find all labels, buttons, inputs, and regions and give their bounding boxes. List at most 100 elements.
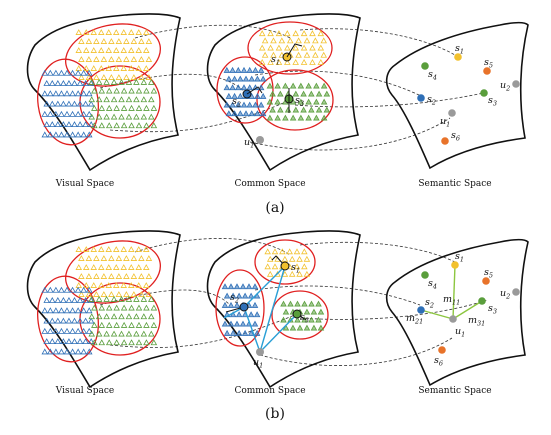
distance-lines [223,265,298,353]
m11-label: m11 [443,294,460,307]
sample-triangle [43,297,51,303]
sample-triangle [98,104,106,111]
sample-triangle [147,330,155,337]
sample-triangle [75,29,83,35]
sample-triangle [85,273,93,279]
sample-triangle [135,122,143,129]
sample-triangle [150,122,158,129]
sample-triangle [105,282,113,288]
sample-triangle [43,121,51,128]
sample-triangle [128,321,135,328]
sample-triangle [110,330,118,337]
sample-triangle [293,263,301,270]
sample-triangle [76,338,84,345]
sample-triangle [143,122,150,129]
sample-triangle [88,330,96,337]
sample-triangle [128,87,135,94]
sample-triangle [108,74,115,80]
sample-triangle [135,304,143,311]
sample-triangle [128,304,135,311]
visual-space-caption: Visual Space [55,179,114,189]
sample-triangle [52,110,60,117]
s4-point [421,271,429,279]
sample-triangle [58,348,65,355]
sample-triangle [323,106,331,113]
sample-triangle [47,307,54,314]
sample-triangle [240,101,248,108]
sample-triangle [82,297,89,303]
sample-triangle [71,80,78,86]
sample-triangle [65,317,73,324]
sample-triangle [41,327,49,334]
u1-point [256,348,264,356]
sample-triangle [142,282,150,288]
sample-triangle [294,316,301,323]
sample-triangle [58,69,65,76]
sample-triangle [120,47,128,53]
sample-triangle [280,316,287,323]
sample-triangle [85,56,93,62]
sample-triangle [270,51,277,58]
sample-triangle [289,114,297,121]
sample-triangle [284,44,291,51]
sample-triangle [100,38,108,44]
sample-triangle [120,65,128,71]
sample-triangle [235,84,242,91]
sample-triangle [47,110,54,117]
s4-label: s4 [428,69,437,82]
sample-triangle [253,311,261,318]
u2-point [512,288,520,296]
sample-triangle [100,255,108,261]
sample-triangle [118,313,125,320]
sample-triangle [300,106,307,113]
sample-triangle [289,324,297,331]
projection-lines [420,264,483,320]
s3-point [480,89,488,97]
m31-label: m31 [468,315,485,328]
sample-triangle [93,38,100,44]
sample-triangle [95,113,103,120]
sample-triangle [127,264,135,270]
sample-triangle [135,264,143,270]
sample-triangle [91,104,98,111]
sample-triangle [52,327,60,334]
sample-triangle [303,51,311,58]
sample-triangle [320,98,328,105]
s1-label: s1 [455,251,464,264]
sample-triangle [85,255,93,261]
sample-triangle [227,283,235,290]
sample-triangle [253,329,261,336]
sample-triangle [267,58,274,65]
sample-triangle [71,121,78,128]
sample-triangle [41,110,49,117]
correspondence-curves-b [99,238,489,366]
sample-triangle [63,348,71,355]
manifold-surface [206,13,361,172]
sample-triangle [112,282,120,288]
s1-label: s1 [291,262,300,275]
sample-triangle [63,286,71,293]
u1-label: u1 [253,357,263,370]
sample-triangle [115,74,123,80]
sample-triangle [281,255,289,262]
sample-triangle [274,114,281,121]
u1-label: u1 [455,326,465,339]
sample-triangle [78,255,85,261]
sample-triangle [305,82,312,89]
sample-triangle [74,286,82,293]
sample-triangle [133,330,140,337]
sample-triangle [105,65,113,71]
sample-triangle [147,313,155,320]
sample-triangle [308,106,315,113]
sample-triangle [297,98,305,105]
sample-triangle [85,38,93,44]
sample-triangle [248,75,255,82]
sample-triangle [105,321,113,328]
sample-triangle [118,78,125,85]
sample-triangle [280,300,287,307]
sample-triangle [309,44,316,51]
sample-triangle [48,317,56,324]
s3-label: s3 [488,303,497,316]
s2-point [239,302,249,312]
sample-triangle [133,313,140,320]
